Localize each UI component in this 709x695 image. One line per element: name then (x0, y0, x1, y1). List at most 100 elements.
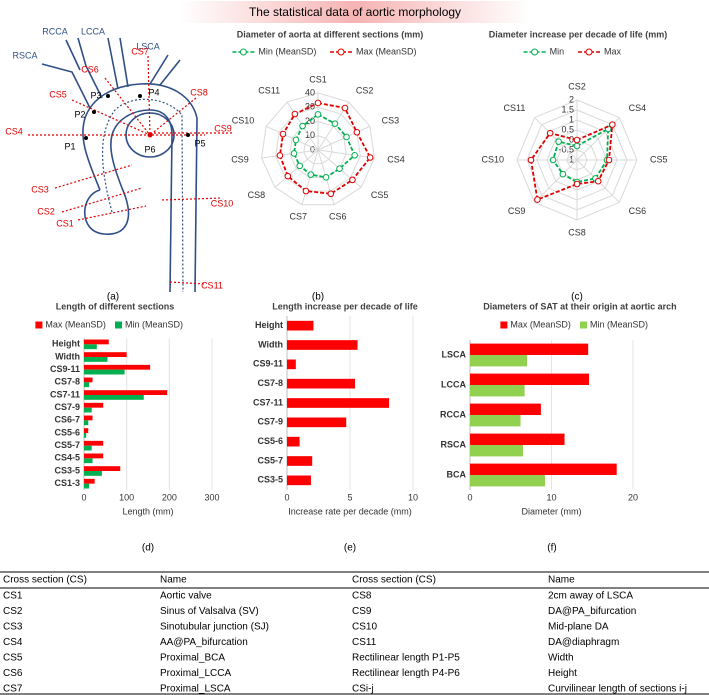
data-point (276, 152, 284, 159)
section-label: CS7 (131, 46, 149, 56)
y-tick-label: CS3-5 (54, 465, 80, 475)
y-tick-label: CS6-7 (54, 415, 80, 425)
bar (84, 382, 90, 388)
bar (84, 395, 144, 400)
bar (84, 352, 127, 357)
x-tick-label: 10 (546, 492, 556, 502)
table-cell: CS5 (3, 653, 23, 664)
bar (84, 364, 151, 370)
category-label: CS10 (232, 115, 255, 125)
point (84, 136, 88, 140)
grid-ring (275, 106, 361, 192)
data-point (534, 196, 541, 203)
data-point (366, 154, 374, 161)
data-point (573, 180, 581, 188)
spoke (261, 149, 319, 159)
y-tick-label: CS1-3 (54, 478, 80, 488)
x-axis-title: Increase rate per decade (mm) (288, 506, 412, 516)
aorta-diagram (41, 37, 198, 293)
aorta-outer-wall (82, 83, 198, 293)
data-point (314, 111, 322, 118)
table-cell: CSi-j (352, 684, 374, 695)
chart-title: Length of different sections (56, 301, 175, 311)
category-label: CS4 (629, 103, 647, 113)
bar (84, 466, 121, 471)
vessel-label: RSCA (12, 50, 37, 60)
table-cell: CS7 (3, 684, 23, 695)
category-label: CS4 (387, 154, 405, 164)
data-point (349, 176, 356, 184)
panel-label: (e) (344, 543, 356, 554)
spoke (534, 117, 578, 161)
table-cell: Sinus of Valsalva (SV) (160, 606, 259, 617)
bar (84, 357, 108, 362)
aortic-root (83, 187, 130, 235)
panel-label: (b) (312, 292, 324, 303)
category-label: CS2 (356, 85, 374, 95)
table-cell: CS9 (352, 606, 372, 617)
data-point (351, 151, 358, 159)
legend-marker (585, 48, 593, 56)
bar (84, 390, 168, 395)
x-tick-label: 20 (628, 492, 638, 502)
section-lines (28, 55, 232, 285)
point-label: P2 (74, 109, 85, 119)
point-label: P6 (144, 144, 155, 154)
y-tick-label: CS7-11 (50, 389, 80, 399)
r-tick-label: 0 (569, 134, 574, 144)
category-label: CS7 (290, 212, 308, 222)
r-tick-label: 30 (305, 102, 315, 112)
bar (84, 458, 93, 464)
grid-ring (289, 120, 347, 178)
section-label: CS5 (49, 89, 67, 99)
point-label: P5 (194, 138, 205, 148)
category-label: CS3 (382, 115, 400, 125)
bar (84, 420, 89, 426)
section-label: CS11 (201, 280, 223, 290)
legend-label: Max (MeanSD) (45, 319, 106, 329)
x-tick-label: 10 (408, 492, 418, 502)
y-tick-label: Height (52, 339, 80, 349)
r-tick-label: 0 (310, 144, 315, 154)
spoke (317, 149, 375, 159)
centerline (101, 98, 184, 293)
table-cell: CS2 (3, 606, 23, 617)
table-cell: Rectilinear length P4-P6 (352, 668, 460, 679)
x-tick-label: 300 (204, 492, 219, 502)
bar (84, 433, 87, 438)
legend-label: Max (604, 46, 622, 56)
table-cell: Height (548, 668, 577, 679)
y-tick-label: CS7-11 (253, 397, 283, 407)
data-point (331, 120, 339, 127)
legend-label: Max (MeanSD) (356, 46, 417, 56)
section-label: CS6 (81, 64, 99, 74)
table-cell: Rectilinear length P1-P5 (352, 653, 460, 664)
legend-label: Min (550, 46, 565, 56)
legend-label: Min (MeanSD) (258, 46, 316, 56)
y-tick-label: CS9-11 (50, 364, 80, 374)
bar (84, 478, 95, 484)
legend-marker (239, 48, 247, 56)
bar (84, 483, 90, 489)
chart-title: Diameter of aorta at different sections … (237, 29, 424, 39)
figure-title: The statistical data of aortic morpholog… (249, 5, 461, 19)
bar (84, 402, 104, 408)
y-tick-label: LSCA (442, 349, 467, 359)
point (147, 132, 153, 138)
table-cell: CS1 (3, 591, 23, 602)
table-cell: Proximal_LCCA (160, 668, 231, 679)
legend-swatch (500, 321, 508, 329)
lcca-branch (107, 37, 129, 90)
y-tick-label: Height (255, 320, 283, 330)
section-label: CS8 (190, 87, 208, 97)
vessel-label: RCCA (42, 26, 68, 36)
key-points (84, 94, 190, 140)
r-tick-label: -1 (566, 154, 574, 164)
bar (84, 453, 104, 459)
y-tick-label: RSCA (440, 439, 466, 449)
category-label: CS11 (504, 103, 526, 113)
table-cell: Width (548, 653, 574, 664)
category-label: CS8 (248, 190, 266, 200)
table-cell: Proximal_BCA (160, 653, 225, 664)
